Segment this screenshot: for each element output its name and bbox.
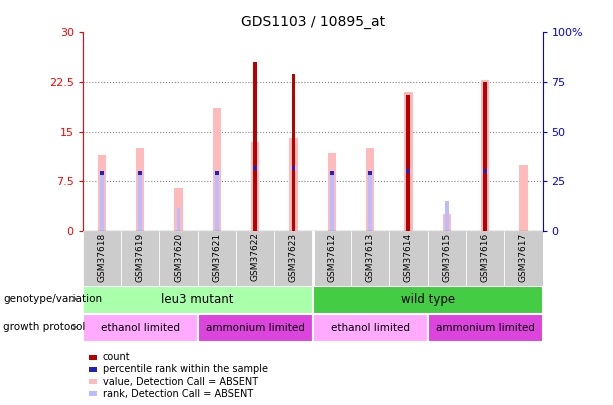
Bar xyxy=(313,231,351,286)
Bar xyxy=(236,231,275,286)
Bar xyxy=(406,169,410,173)
Text: wild type: wild type xyxy=(400,293,455,306)
Bar xyxy=(83,286,313,314)
Text: count: count xyxy=(103,352,131,362)
Bar xyxy=(215,173,219,231)
Bar xyxy=(292,74,295,231)
Bar xyxy=(251,142,259,231)
Bar xyxy=(443,214,451,231)
Text: ammonium limited: ammonium limited xyxy=(436,323,535,333)
Bar xyxy=(174,188,183,231)
Text: GSM37619: GSM37619 xyxy=(135,232,145,282)
Bar xyxy=(177,208,180,231)
Text: GSM37613: GSM37613 xyxy=(365,232,375,282)
Bar xyxy=(100,171,104,175)
Text: growth protocol: growth protocol xyxy=(3,322,85,332)
Bar xyxy=(466,231,504,286)
Bar xyxy=(428,231,466,286)
Text: GSM37621: GSM37621 xyxy=(212,232,221,281)
Bar xyxy=(483,171,487,231)
Bar xyxy=(289,138,298,231)
Bar xyxy=(330,173,333,231)
Bar xyxy=(275,231,313,286)
Text: GSM37617: GSM37617 xyxy=(519,232,528,282)
Bar xyxy=(253,62,257,231)
Bar xyxy=(313,314,428,342)
Bar xyxy=(330,171,333,175)
Bar xyxy=(389,231,428,286)
Bar xyxy=(519,165,528,231)
Bar xyxy=(445,201,449,231)
Text: GSM37620: GSM37620 xyxy=(174,232,183,281)
Text: GSM37614: GSM37614 xyxy=(404,232,413,281)
Bar xyxy=(197,231,236,286)
Bar xyxy=(368,171,372,175)
Bar xyxy=(292,166,295,170)
Text: rank, Detection Call = ABSENT: rank, Detection Call = ABSENT xyxy=(103,389,253,399)
Bar xyxy=(483,169,487,173)
Text: ethanol limited: ethanol limited xyxy=(101,323,180,333)
Bar xyxy=(159,231,197,286)
Bar xyxy=(428,314,543,342)
Bar xyxy=(89,367,97,372)
Text: GSM37618: GSM37618 xyxy=(97,232,107,282)
Title: GDS1103 / 10895_at: GDS1103 / 10895_at xyxy=(240,15,385,29)
Bar xyxy=(406,171,410,231)
Bar xyxy=(366,148,375,231)
Bar xyxy=(121,231,159,286)
Bar xyxy=(483,82,487,231)
Bar xyxy=(139,171,142,175)
Bar xyxy=(83,231,121,286)
Text: leu3 mutant: leu3 mutant xyxy=(161,293,234,306)
Bar xyxy=(89,379,97,384)
Text: GSM37612: GSM37612 xyxy=(327,232,337,281)
Bar xyxy=(481,80,489,231)
Text: GSM37615: GSM37615 xyxy=(442,232,451,282)
Text: genotype/variation: genotype/variation xyxy=(3,294,102,304)
Text: GSM37622: GSM37622 xyxy=(251,232,260,281)
Bar xyxy=(351,231,389,286)
Bar xyxy=(139,173,142,231)
Text: value, Detection Call = ABSENT: value, Detection Call = ABSENT xyxy=(103,377,258,386)
Text: percentile rank within the sample: percentile rank within the sample xyxy=(103,364,268,374)
Bar xyxy=(89,355,97,360)
Text: ethanol limited: ethanol limited xyxy=(330,323,409,333)
Bar xyxy=(83,314,197,342)
Bar xyxy=(215,171,219,175)
Bar xyxy=(368,173,372,231)
Bar xyxy=(97,155,106,231)
Text: ammonium limited: ammonium limited xyxy=(206,323,305,333)
Bar xyxy=(253,166,257,170)
Bar xyxy=(327,153,336,231)
Text: GSM37623: GSM37623 xyxy=(289,232,298,281)
Bar xyxy=(89,391,97,396)
Bar xyxy=(313,286,543,314)
Bar xyxy=(136,148,145,231)
Text: GSM37616: GSM37616 xyxy=(481,232,490,282)
Bar xyxy=(404,92,413,231)
Bar xyxy=(213,109,221,231)
Bar xyxy=(406,95,410,231)
Bar xyxy=(504,231,543,286)
Bar xyxy=(197,314,313,342)
Bar xyxy=(100,173,104,231)
